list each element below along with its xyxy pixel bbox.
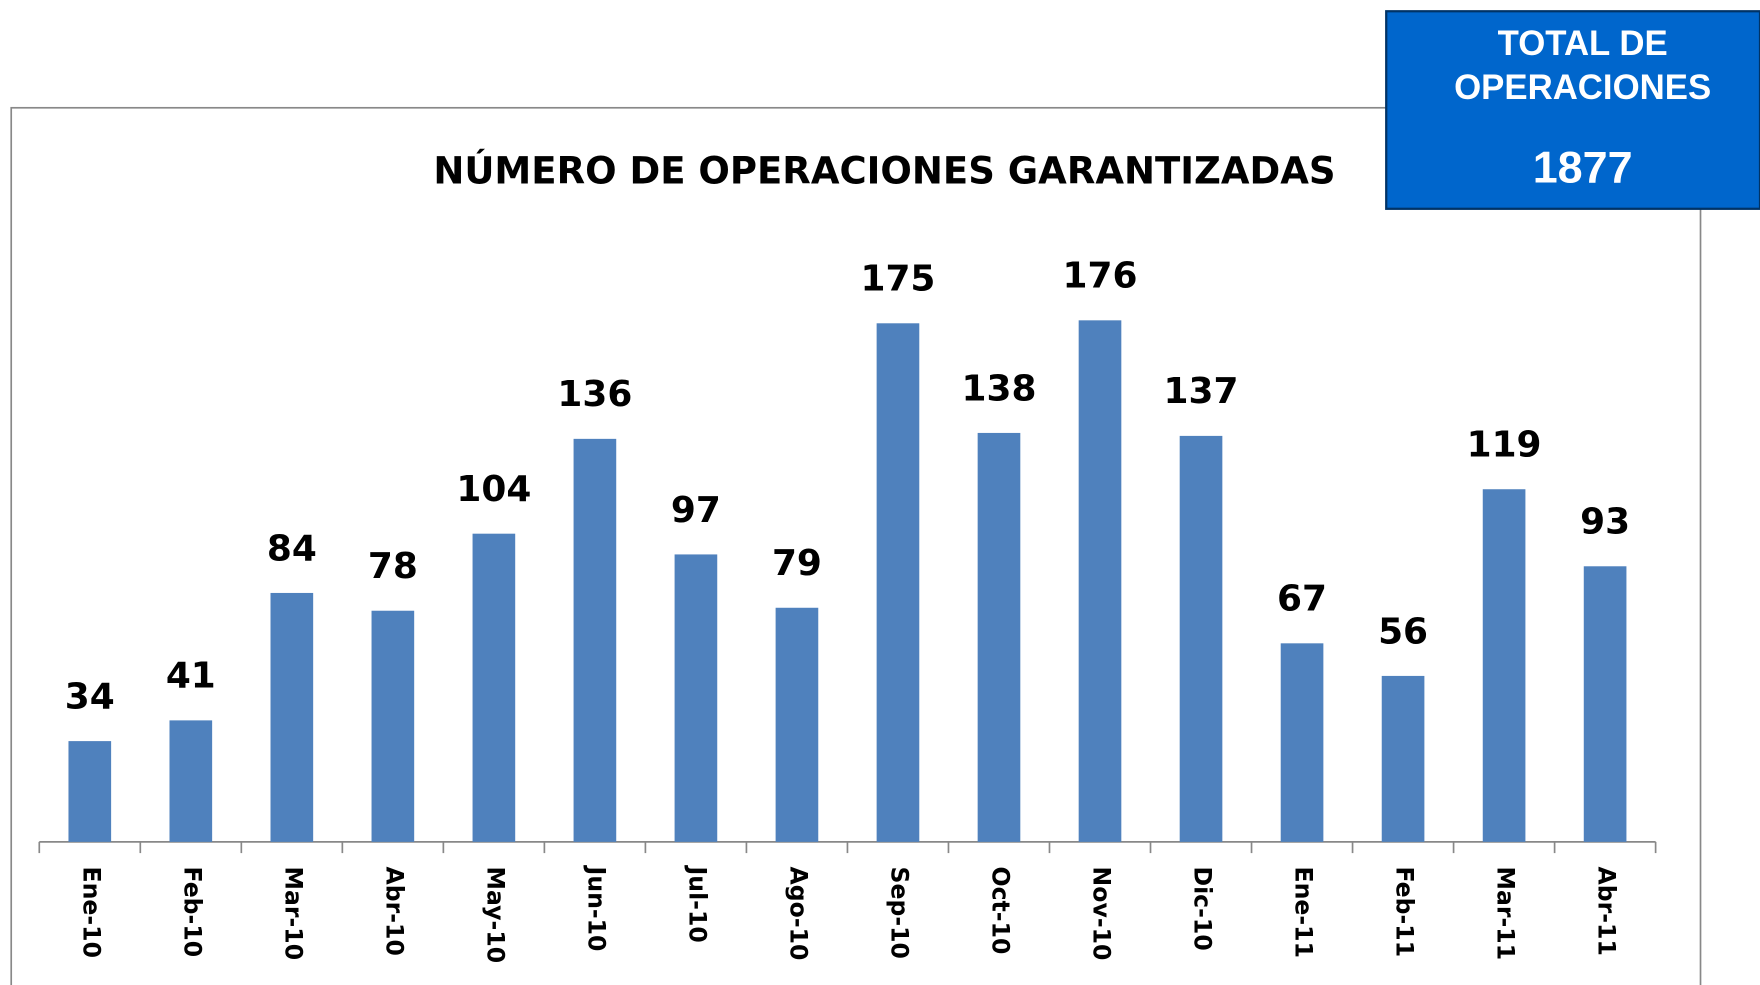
bar bbox=[1583, 566, 1627, 842]
x-tick-label: Nov-10 bbox=[1088, 867, 1116, 961]
data-label: 93 bbox=[1580, 502, 1630, 543]
x-tick-label: Feb-11 bbox=[1391, 867, 1419, 958]
x-tick-label: Ago-10 bbox=[784, 867, 812, 961]
data-label: 41 bbox=[166, 656, 216, 697]
bar bbox=[674, 554, 718, 842]
total-label: TOTAL DE bbox=[1498, 25, 1668, 63]
x-tick-label: Feb-10 bbox=[178, 867, 206, 958]
bar bbox=[68, 741, 112, 842]
bar bbox=[1280, 643, 1324, 842]
chart-title: NÚMERO DE OPERACIONES GARANTIZADAS bbox=[433, 148, 1335, 192]
x-tick-label: Ene-11 bbox=[1290, 867, 1318, 958]
bar bbox=[169, 720, 213, 842]
x-tick-label: Oct-10 bbox=[986, 867, 1014, 955]
data-label: 56 bbox=[1378, 611, 1428, 652]
data-label: 84 bbox=[267, 528, 317, 569]
data-label: 176 bbox=[1063, 256, 1138, 297]
data-label: 79 bbox=[772, 543, 822, 584]
bar bbox=[1078, 320, 1122, 842]
bar bbox=[775, 607, 819, 842]
bar bbox=[1179, 435, 1223, 842]
data-label: 78 bbox=[368, 546, 418, 587]
bar bbox=[876, 323, 920, 842]
data-label: 175 bbox=[860, 259, 935, 300]
x-tick-label: Jun-10 bbox=[582, 865, 610, 952]
bar bbox=[472, 533, 516, 842]
x-tick-label: Mar-10 bbox=[279, 867, 307, 961]
chart-frame bbox=[10, 106, 1702, 985]
data-label: 67 bbox=[1277, 579, 1327, 620]
bar bbox=[371, 610, 415, 842]
x-tick-label: May-10 bbox=[481, 867, 509, 964]
total-box bbox=[1385, 10, 1760, 210]
x-tick-label: Ene-10 bbox=[77, 867, 105, 958]
data-label: 137 bbox=[1164, 371, 1239, 412]
x-tick-label: Mar-11 bbox=[1492, 867, 1520, 961]
data-label: 97 bbox=[671, 490, 721, 531]
bar bbox=[1482, 489, 1526, 842]
bar bbox=[573, 438, 617, 842]
total-label: OPERACIONES bbox=[1454, 69, 1711, 107]
x-tick-label: Sep-10 bbox=[885, 867, 913, 959]
data-label: 119 bbox=[1467, 425, 1542, 466]
total-value: 1877 bbox=[1533, 141, 1633, 192]
data-label: 136 bbox=[557, 374, 632, 415]
data-label: 34 bbox=[65, 676, 115, 717]
x-tick-label: Abr-10 bbox=[380, 867, 408, 956]
bar bbox=[1381, 675, 1425, 842]
data-label: 138 bbox=[962, 368, 1037, 409]
bar bbox=[270, 592, 314, 842]
x-tick-label: Dic-10 bbox=[1189, 867, 1217, 951]
data-label: 104 bbox=[456, 469, 531, 510]
x-tick-label: Abr-11 bbox=[1593, 867, 1621, 956]
bar bbox=[977, 432, 1021, 842]
x-tick-label: Jul-10 bbox=[683, 865, 711, 943]
